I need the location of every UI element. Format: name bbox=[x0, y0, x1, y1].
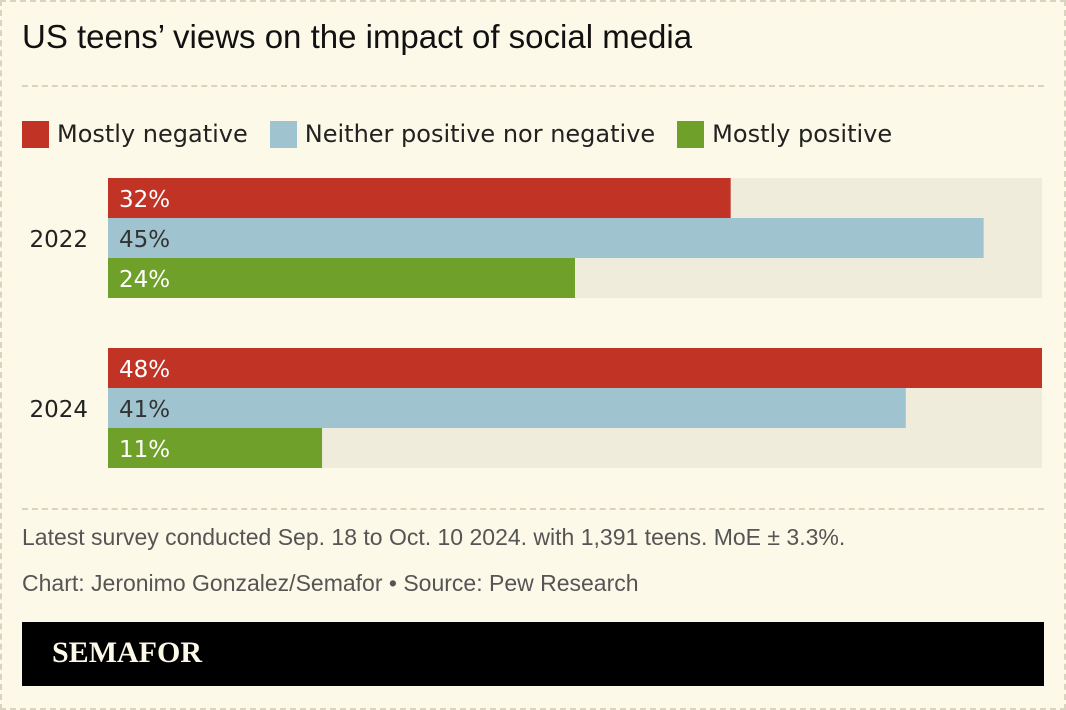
chart-title: US teens’ views on the impact of social … bbox=[22, 18, 693, 55]
data-label: 24% bbox=[119, 267, 170, 293]
bar bbox=[108, 388, 906, 428]
footer-divider bbox=[22, 508, 1044, 510]
credit-note: Chart: Jeronimo Gonzalez/Semafor • Sourc… bbox=[22, 570, 639, 596]
legend: Mostly negative Neither positive nor neg… bbox=[22, 116, 914, 152]
bar bbox=[108, 218, 984, 258]
data-label: 45% bbox=[119, 227, 170, 253]
footer-bar: SEMAFOR bbox=[22, 622, 1044, 686]
bar bbox=[108, 348, 1042, 388]
bar bbox=[108, 428, 323, 468]
legend-swatch-positive bbox=[677, 120, 705, 148]
category-label: 2022 bbox=[29, 227, 88, 253]
category-label: 2024 bbox=[29, 397, 88, 423]
legend-swatch-neutral bbox=[269, 120, 297, 148]
legend-swatch-negative bbox=[22, 120, 49, 148]
data-label: 48% bbox=[119, 357, 170, 383]
legend-label-negative: Mostly negative bbox=[57, 120, 248, 148]
legend-item-negative: Mostly negative bbox=[22, 120, 248, 148]
semafor-logo: SEMAFOR bbox=[52, 636, 202, 669]
data-label: 41% bbox=[119, 397, 170, 423]
legend-item-neutral: Neither positive nor negative bbox=[269, 120, 656, 148]
bar bbox=[108, 178, 731, 218]
survey-note: Latest survey conducted Sep. 18 to Oct. … bbox=[22, 524, 846, 550]
header-divider bbox=[22, 85, 1044, 87]
bar-chart: 2022 32% 45% 24% 2024 48% 41% 11% bbox=[29, 178, 1042, 468]
bar bbox=[108, 258, 575, 298]
legend-item-positive: Mostly positive bbox=[677, 120, 892, 148]
legend-label-neutral: Neither positive nor negative bbox=[304, 120, 656, 148]
data-label: 11% bbox=[119, 437, 170, 463]
data-label: 32% bbox=[119, 187, 170, 213]
legend-label-positive: Mostly positive bbox=[712, 120, 893, 148]
